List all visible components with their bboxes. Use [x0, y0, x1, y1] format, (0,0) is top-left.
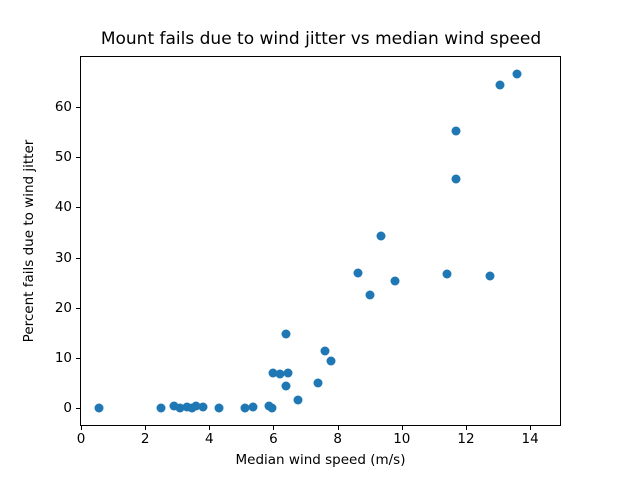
y-tick-label: 50: [54, 149, 72, 166]
plot-area: [80, 56, 561, 426]
data-point: [187, 403, 197, 413]
x-tick-label: 0: [76, 431, 86, 447]
y-tick-label: 0: [63, 400, 72, 417]
x-tick-mark: [273, 426, 275, 430]
y-tick-label: 30: [54, 249, 72, 266]
chart-title: Mount fails due to wind jitter vs median…: [100, 29, 542, 49]
y-tick-mark: [76, 307, 80, 309]
data-point: [94, 403, 104, 413]
data-point: [169, 401, 179, 411]
data-point: [451, 174, 461, 184]
data-point: [283, 368, 293, 378]
y-tick-mark: [76, 106, 80, 108]
data-point: [267, 403, 277, 413]
data-point: [485, 271, 495, 281]
x-tick-label: 4: [205, 431, 214, 447]
x-tick-label: 8: [333, 431, 342, 447]
data-point: [248, 402, 258, 412]
data-point: [353, 268, 363, 278]
data-point: [182, 402, 192, 412]
x-tick-label: 10: [393, 431, 411, 447]
data-point: [293, 395, 303, 405]
x-tick-mark: [145, 426, 147, 430]
x-tick-label: 6: [269, 431, 278, 447]
data-point: [495, 80, 505, 90]
y-tick-mark: [76, 358, 80, 360]
x-tick-mark: [530, 426, 532, 430]
y-tick-mark: [76, 157, 80, 159]
data-point: [240, 403, 250, 413]
data-point: [156, 403, 166, 413]
data-point: [365, 290, 375, 300]
data-point: [281, 329, 291, 339]
x-tick-mark: [209, 426, 211, 430]
x-axis-label: Median wind speed (m/s): [235, 452, 406, 468]
y-tick-mark: [76, 257, 80, 259]
x-tick-mark: [337, 426, 339, 430]
data-point: [326, 356, 336, 366]
x-tick-mark: [81, 426, 82, 430]
x-tick-label: 14: [521, 431, 539, 447]
data-point: [191, 401, 201, 411]
data-point: [512, 69, 522, 79]
data-point: [268, 368, 278, 378]
y-tick-label: 60: [54, 98, 72, 115]
data-point: [214, 403, 224, 413]
x-tick-mark: [401, 426, 403, 430]
x-tick-label: 2: [140, 431, 150, 447]
y-tick-label: 10: [54, 350, 72, 367]
y-tick-mark: [76, 408, 80, 410]
y-tick-label: 40: [54, 199, 72, 216]
data-point: [320, 346, 330, 356]
data-point: [198, 402, 208, 412]
data-point: [313, 378, 323, 388]
data-point: [281, 381, 291, 391]
data-point: [175, 403, 185, 413]
y-tick-mark: [76, 207, 80, 209]
x-tick-label: 12: [457, 431, 475, 447]
data-point: [442, 269, 452, 279]
y-tick-label: 20: [54, 299, 72, 316]
data-point: [451, 126, 461, 136]
data-point: [376, 231, 386, 241]
x-tick-mark: [465, 426, 467, 430]
data-point: [390, 276, 400, 286]
data-point: [275, 369, 285, 379]
